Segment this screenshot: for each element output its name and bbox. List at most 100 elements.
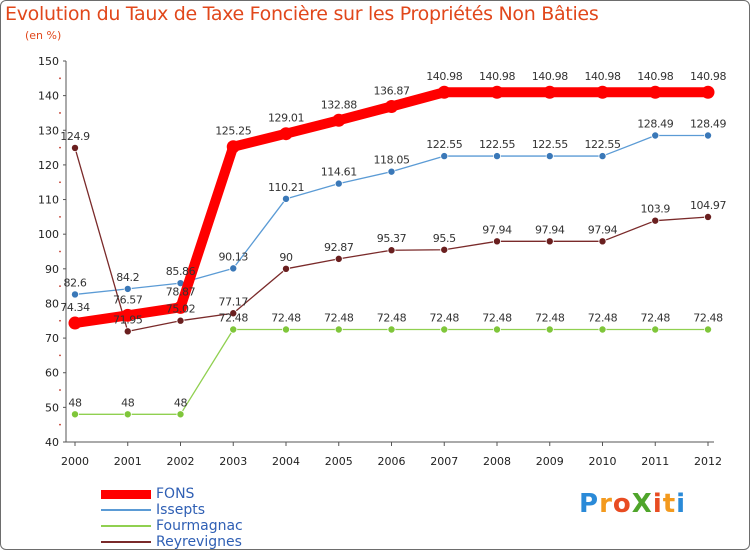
data-point-fourmagnac xyxy=(281,325,290,334)
y-minor-tick xyxy=(59,250,61,253)
data-label-fons: 129.01 xyxy=(268,112,304,125)
data-point-fons xyxy=(68,316,82,330)
data-point-fons xyxy=(279,127,293,141)
legend-item-fons: FONS xyxy=(101,486,341,502)
data-point-fons xyxy=(543,85,557,99)
y-tick-label: 130 xyxy=(38,124,59,137)
data-label-reyrevignes: 77.17 xyxy=(219,295,249,308)
data-label-issepts: 85.86 xyxy=(166,265,196,278)
data-point-fons xyxy=(596,85,609,99)
data-point-reyrevignes xyxy=(598,237,607,246)
data-label-reyrevignes: 103.9 xyxy=(641,203,671,216)
legend-item-issepts: Issepts xyxy=(101,502,341,518)
data-point-fons xyxy=(490,85,504,99)
data-point-issepts xyxy=(281,194,290,203)
data-point-fons xyxy=(226,140,240,154)
data-point-reyrevignes xyxy=(651,216,660,225)
y-tick-label: 100 xyxy=(38,228,59,241)
logo-letter: r xyxy=(599,489,613,519)
data-label-issepts: 82.6 xyxy=(64,276,87,289)
data-point-reyrevignes xyxy=(281,264,290,273)
data-point-reyrevignes xyxy=(440,245,449,254)
data-point-fourmagnac xyxy=(492,325,501,334)
chart-title: Evolution du Taux de Taxe Foncière sur l… xyxy=(5,3,599,25)
x-tick-label: 2000 xyxy=(61,455,89,468)
data-label-reyrevignes: 97.94 xyxy=(535,223,565,236)
legend-label: Reyrevignes xyxy=(156,534,242,550)
y-minor-tick xyxy=(59,319,61,322)
data-point-fourmagnac xyxy=(651,325,660,334)
data-point-issepts xyxy=(492,152,501,161)
data-point-fourmagnac xyxy=(123,410,132,419)
y-minor-tick xyxy=(59,146,61,149)
data-label-reyrevignes: 124.9 xyxy=(60,130,90,143)
data-label-reyrevignes: 71.95 xyxy=(113,313,143,326)
x-tick-label: 2011 xyxy=(641,455,669,468)
x-tick-label: 2003 xyxy=(219,455,247,468)
legend-item-fourmagnac: Fourmagnac xyxy=(101,518,341,534)
data-label-reyrevignes: 104.97 xyxy=(690,199,726,212)
data-point-reyrevignes xyxy=(387,246,396,255)
data-point-fourmagnac xyxy=(71,410,80,419)
data-point-reyrevignes xyxy=(334,254,343,263)
data-point-issepts xyxy=(651,131,660,140)
y-minor-tick xyxy=(59,423,61,426)
logo-letter: i xyxy=(676,489,687,519)
y-tick-label: 50 xyxy=(45,401,59,414)
y-minor-tick xyxy=(59,112,61,114)
data-label-reyrevignes: 90 xyxy=(279,251,293,264)
data-point-reyrevignes xyxy=(71,143,80,152)
data-label-fons: 136.87 xyxy=(373,84,409,97)
data-point-issepts xyxy=(71,290,80,299)
data-label-fourmagnac: 72.48 xyxy=(482,312,512,325)
data-label-reyrevignes: 92.87 xyxy=(324,241,354,254)
data-label-issepts: 84.2 xyxy=(116,271,139,284)
data-point-fons xyxy=(174,300,187,314)
data-label-fourmagnac: 72.48 xyxy=(430,312,460,325)
data-label-issepts: 122.55 xyxy=(584,138,620,151)
data-label-fourmagnac: 72.48 xyxy=(324,312,354,325)
y-tick-label: 40 xyxy=(45,436,59,449)
y-tick-label: 60 xyxy=(45,367,59,380)
series-line-fourmagnac xyxy=(74,328,709,415)
x-tick-label: 2007 xyxy=(430,455,458,468)
data-label-fourmagnac: 72.48 xyxy=(535,312,565,325)
logo-letter: i xyxy=(652,489,663,519)
data-point-fons xyxy=(701,85,715,99)
data-label-fons: 140.98 xyxy=(584,70,620,83)
data-point-fourmagnac xyxy=(387,325,396,334)
data-label-issepts: 122.55 xyxy=(532,138,568,151)
legend-item-reyrevignes: Reyrevignes xyxy=(101,534,341,550)
data-point-reyrevignes xyxy=(492,237,501,246)
data-label-reyrevignes: 97.94 xyxy=(482,223,512,236)
data-point-issepts xyxy=(598,152,607,161)
data-point-issepts xyxy=(545,152,554,161)
x-tick-label: 2012 xyxy=(694,455,722,468)
data-point-fourmagnac xyxy=(176,410,185,419)
data-point-fourmagnac xyxy=(545,325,554,334)
y-minor-tick xyxy=(59,285,61,288)
data-point-reyrevignes xyxy=(545,237,554,246)
data-label-fourmagnac: 48 xyxy=(121,396,135,409)
data-label-reyrevignes: 97.94 xyxy=(588,223,618,236)
x-tick-label: 2005 xyxy=(325,455,353,468)
data-label-reyrevignes: 95.5 xyxy=(433,232,456,245)
y-tick-label: 70 xyxy=(45,332,59,345)
y-minor-tick xyxy=(59,389,61,391)
data-label-fons: 125.25 xyxy=(215,125,251,138)
data-point-fourmagnac xyxy=(704,325,713,334)
data-label-fourmagnac: 72.48 xyxy=(693,312,723,325)
legend-swatch xyxy=(101,490,151,499)
logo-letter: X xyxy=(631,489,653,519)
data-label-issepts: 118.05 xyxy=(373,154,409,167)
legend: FONS Issepts Fourmagnac Reyrevignes xyxy=(101,486,341,550)
x-tick-label: 2010 xyxy=(589,455,617,468)
legend-label: FONS xyxy=(156,486,195,502)
data-label-fons: 132.88 xyxy=(321,98,357,111)
data-label-fourmagnac: 72.48 xyxy=(588,312,618,325)
data-point-reyrevignes xyxy=(704,212,713,221)
y-minor-tick xyxy=(59,215,61,218)
data-label-issepts: 128.49 xyxy=(690,118,726,131)
